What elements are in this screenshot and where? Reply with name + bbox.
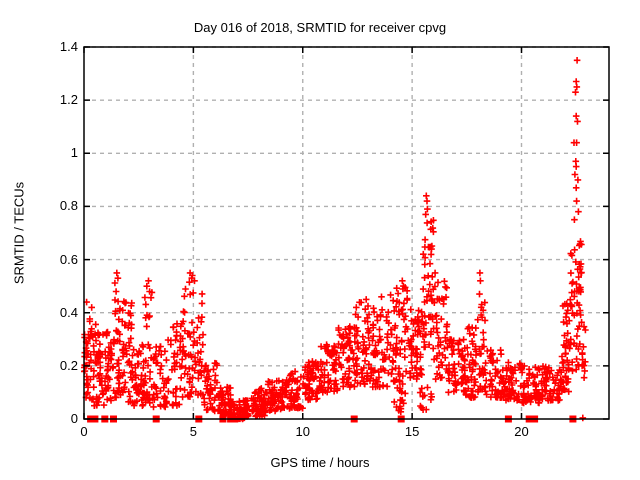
y-tick-label: 1 [70, 145, 78, 161]
y-tick-label: 0.4 [59, 304, 78, 320]
x-tick-label: 0 [80, 424, 88, 439]
y-axis-label: SRMTID / TECUs [11, 181, 27, 285]
y-tick-label: 0 [70, 411, 78, 426]
x-tick-label: 15 [404, 424, 420, 439]
y-tick-label: 1.4 [59, 39, 78, 54]
y-tick-label: 1.2 [59, 92, 78, 108]
plot-area [81, 46, 610, 423]
gridlines [84, 46, 609, 419]
x-axis-label: GPS time / hours [270, 455, 370, 470]
y-tick-label: 0.6 [59, 251, 78, 267]
scatter-points-srmtid [81, 57, 589, 423]
x-tick-label: 20 [514, 424, 529, 439]
plot-border [83, 46, 610, 420]
x-tick-label: 5 [189, 424, 197, 439]
y-tick-label: 0.2 [59, 357, 78, 373]
chart-title: Day 016 of 2018, SRMTID for receiver cpv… [193, 20, 447, 35]
y-tick-label: 0.8 [59, 198, 78, 214]
x-tick-label: 10 [295, 424, 310, 439]
